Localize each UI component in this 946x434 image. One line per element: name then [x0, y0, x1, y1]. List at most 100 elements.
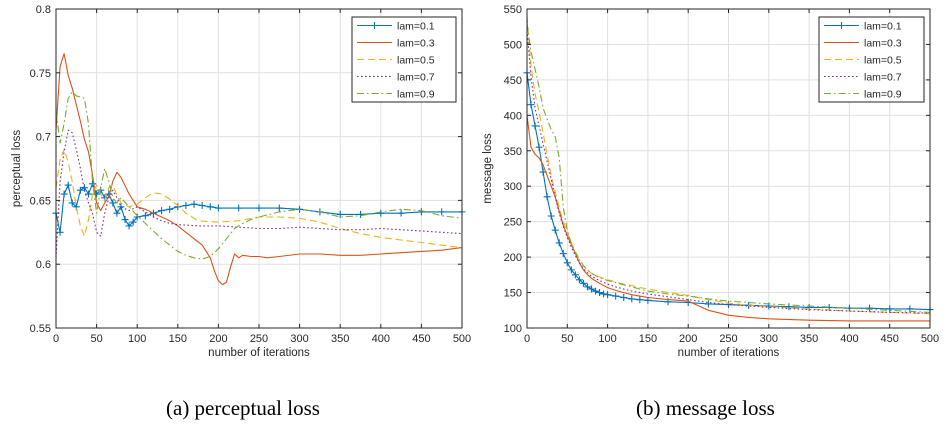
legend-label: lam=0.5 — [397, 54, 435, 66]
y-tick-label: 150 — [504, 288, 522, 300]
data-point-marker — [886, 305, 894, 313]
y-tick-label: 500 — [504, 39, 522, 51]
data-point-marker — [182, 202, 190, 210]
x-axis-label: number of iterations — [678, 347, 780, 359]
series-line-lam=0.9 — [526, 23, 931, 313]
data-point-marker — [336, 210, 344, 218]
data-point-marker — [198, 202, 206, 210]
data-point-marker — [604, 291, 612, 299]
y-tick-label: 0.55 — [30, 323, 51, 335]
data-point-marker — [438, 208, 446, 216]
panel-perceptual-loss: 0 50 100 150 200 250 300 350 400 450 500 0.55 0.6 0.6… — [11, 4, 471, 359]
legend: lam=0.1 lam=0.3 lam=0.5 lam=0.7 lam=0.9 — [818, 16, 925, 103]
data-point-marker — [64, 181, 72, 189]
data-point-marker — [547, 212, 555, 220]
y-tick-label: 0.6 — [36, 259, 51, 271]
data-point-marker — [555, 239, 563, 247]
legend-label: lam=0.9 — [864, 88, 902, 100]
x-axis-label: number of iterations — [208, 347, 310, 359]
legend-label: lam=0.1 — [397, 20, 435, 32]
data-point-marker — [620, 294, 628, 302]
data-point-marker — [636, 296, 644, 304]
data-point-marker — [535, 143, 543, 151]
tick-group: 0 50 100 150 200 250 300 350 400 450 500 0.55 0.6 0.6… — [30, 4, 472, 345]
x-tick-label: 250 — [250, 333, 268, 345]
data-point-marker — [133, 213, 141, 221]
data-point-marker — [628, 295, 636, 303]
series-line-lam=0.7 — [526, 30, 931, 314]
data-point-marker — [563, 259, 571, 267]
data-point-marker — [76, 186, 84, 194]
data-point-marker — [190, 200, 198, 208]
y-tick-label: 550 — [504, 4, 522, 16]
data-point-marker — [805, 303, 813, 311]
y-tick-label: 0.75 — [30, 68, 51, 80]
data-point-marker — [571, 271, 579, 279]
data-point-marker — [235, 204, 243, 212]
caption-perceptual-loss: (a) perceptual loss — [166, 396, 320, 420]
data-point-marker — [596, 289, 604, 297]
x-tick-label: 500 — [453, 333, 471, 345]
x-tick-label: 450 — [881, 333, 899, 345]
data-point-marker — [527, 101, 535, 109]
y-tick-label: 250 — [504, 217, 522, 229]
data-point-marker — [583, 283, 591, 291]
data-point-marker — [543, 193, 551, 201]
data-point-marker — [551, 226, 559, 234]
series-line-lam=0.7 — [55, 129, 463, 258]
data-point-marker — [129, 218, 137, 226]
legend-marker — [371, 22, 378, 29]
data-point-marker — [397, 209, 405, 217]
x-tick-label: 300 — [290, 333, 308, 345]
x-tick-label: 150 — [639, 333, 657, 345]
x-tick-label: 0 — [524, 333, 530, 345]
data-point-marker — [166, 205, 174, 213]
y-tick-label: 0.8 — [36, 4, 51, 16]
series-group — [52, 53, 466, 286]
data-point-marker — [567, 266, 575, 274]
series-line-lam=0.5 — [526, 16, 931, 315]
legend-label: lam=0.5 — [864, 54, 902, 66]
data-point-marker — [612, 292, 620, 300]
legend-label: lam=0.1 — [864, 20, 902, 32]
x-tick-label: 50 — [561, 333, 573, 345]
x-tick-label: 500 — [921, 333, 939, 345]
data-point-marker — [531, 122, 539, 130]
series-line-lam=0.9 — [55, 91, 463, 260]
data-point-marker — [357, 210, 364, 218]
series-line-lam=0.3 — [526, 115, 930, 322]
panel-message-loss: 0 50 100 150 200 250 300 350 400 450 500 100 150 200 2… — [482, 4, 939, 359]
data-point-marker — [60, 190, 68, 198]
x-tick-label: 100 — [598, 333, 616, 345]
data-point-marker — [121, 216, 129, 224]
data-point-marker — [417, 208, 425, 216]
y-tick-label: 350 — [504, 146, 522, 158]
data-point-marker — [377, 209, 385, 217]
data-point-marker — [785, 303, 793, 311]
data-point-marker — [141, 212, 149, 220]
x-tick-label: 450 — [412, 333, 430, 345]
y-axis-label: message loss — [482, 133, 494, 204]
y-tick-label: 0.65 — [30, 195, 51, 207]
y-tick-label: 400 — [504, 110, 522, 122]
y-tick-label: 300 — [504, 181, 522, 193]
caption-message-loss: (b) message loss — [636, 396, 775, 420]
legend-label: lam=0.7 — [397, 71, 435, 83]
y-axis-label: perceptual loss — [11, 130, 23, 208]
legend-label: lam=0.3 — [397, 37, 435, 49]
data-point-marker — [68, 199, 76, 207]
data-point-marker — [704, 300, 712, 308]
x-tick-label: 0 — [53, 333, 59, 345]
data-point-marker — [117, 203, 125, 211]
x-tick-label: 200 — [209, 333, 227, 345]
data-point-marker — [214, 204, 222, 212]
data-point-marker — [587, 285, 595, 293]
x-tick-label: 100 — [128, 333, 146, 345]
y-tick-label: 100 — [504, 323, 522, 335]
data-point-marker — [579, 279, 587, 287]
series-group — [523, 16, 934, 322]
data-point-marker — [125, 222, 133, 230]
data-point-marker — [575, 276, 583, 284]
data-point-marker — [255, 204, 263, 212]
